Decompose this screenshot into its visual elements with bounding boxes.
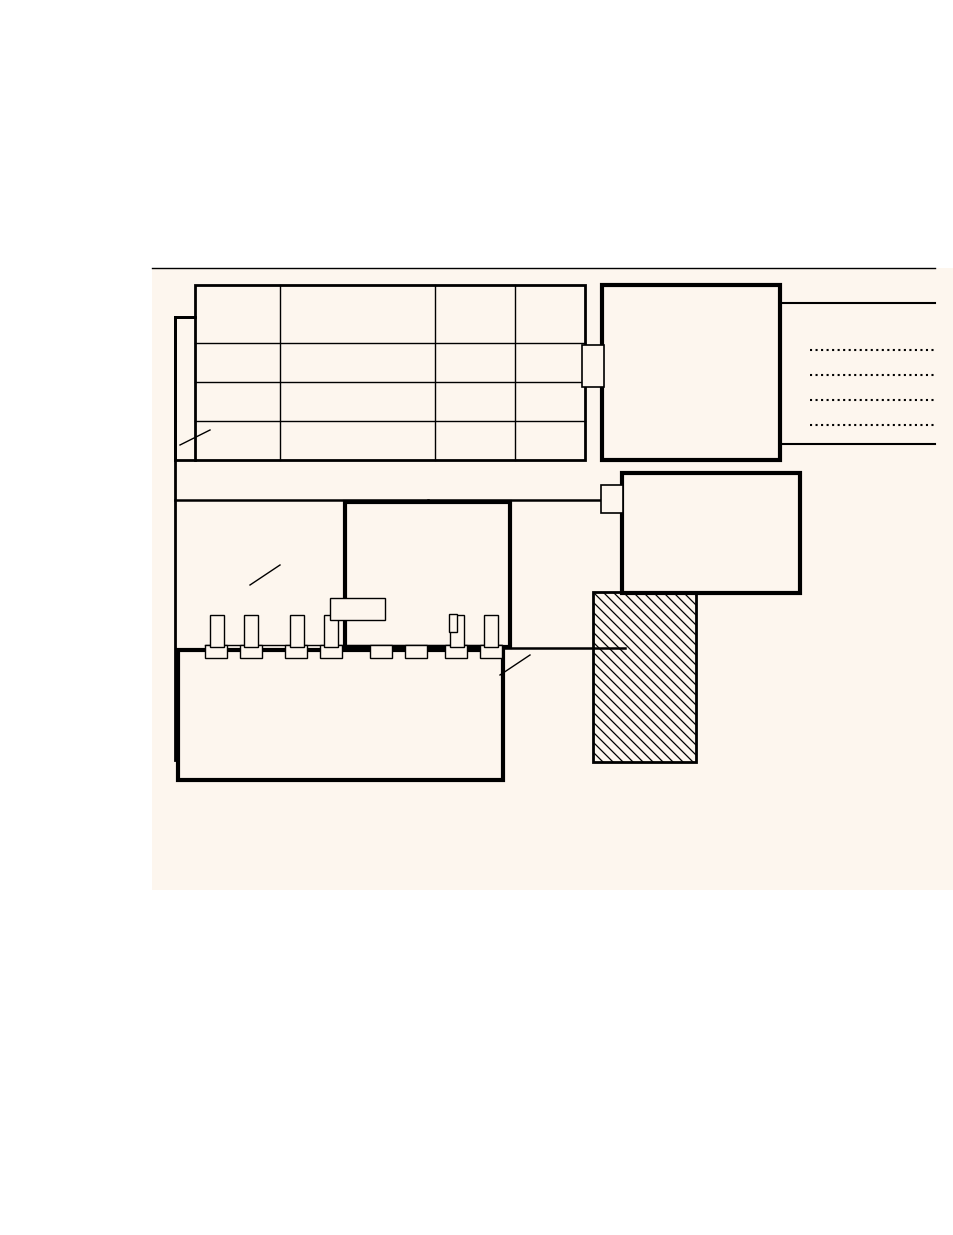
Bar xyxy=(178,650,502,781)
Bar xyxy=(240,645,262,658)
Bar xyxy=(370,645,392,658)
Bar xyxy=(194,285,584,459)
Bar xyxy=(581,345,603,387)
Bar xyxy=(285,645,307,658)
Bar xyxy=(319,645,341,658)
Bar xyxy=(444,645,467,658)
Bar xyxy=(330,598,385,620)
Bar xyxy=(210,615,224,647)
Bar xyxy=(449,614,456,632)
Bar xyxy=(244,615,257,647)
Bar xyxy=(601,285,780,459)
Bar xyxy=(479,645,501,658)
Bar xyxy=(205,645,227,658)
Bar xyxy=(593,592,696,762)
Bar xyxy=(621,473,800,593)
Bar xyxy=(450,615,463,647)
Bar xyxy=(324,615,337,647)
Bar xyxy=(600,485,622,513)
Bar xyxy=(152,268,953,890)
Bar xyxy=(345,501,510,647)
Bar xyxy=(483,615,497,647)
Bar xyxy=(290,615,304,647)
Bar xyxy=(405,645,427,658)
